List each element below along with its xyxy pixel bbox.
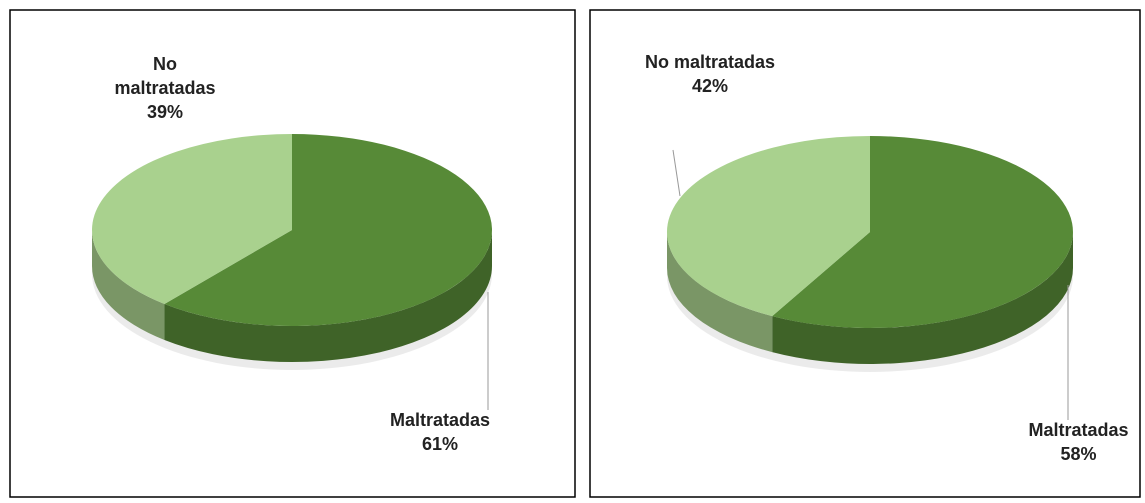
category-label: Maltratadas [389,410,491,430]
category-label: No maltratadas [644,52,776,72]
pie-slice [92,134,292,304]
slice-side [772,232,1073,365]
slice-side [92,230,165,340]
percent-label: 39% [146,102,184,122]
percent-label: 61% [421,434,459,454]
percent-label: 42% [691,76,729,96]
category-label: No maltratadas [114,54,216,98]
slice-side [667,232,773,353]
panel-border [9,9,576,498]
data-label: Maltratadas 58% [1012,418,1145,466]
slice-side [164,230,492,362]
percent-label: 58% [1060,444,1097,464]
data-label: No maltratadas 42% [640,50,780,98]
leader-line [672,149,681,197]
panel-border [589,9,1141,498]
data-label: Maltratadas 61% [380,408,500,456]
category-label: Maltratadas [1028,420,1129,440]
pie-slice [164,134,493,327]
pie-slice [666,136,870,317]
pie-slice [772,136,1073,328]
data-label: No maltratadas 39% [105,52,225,124]
